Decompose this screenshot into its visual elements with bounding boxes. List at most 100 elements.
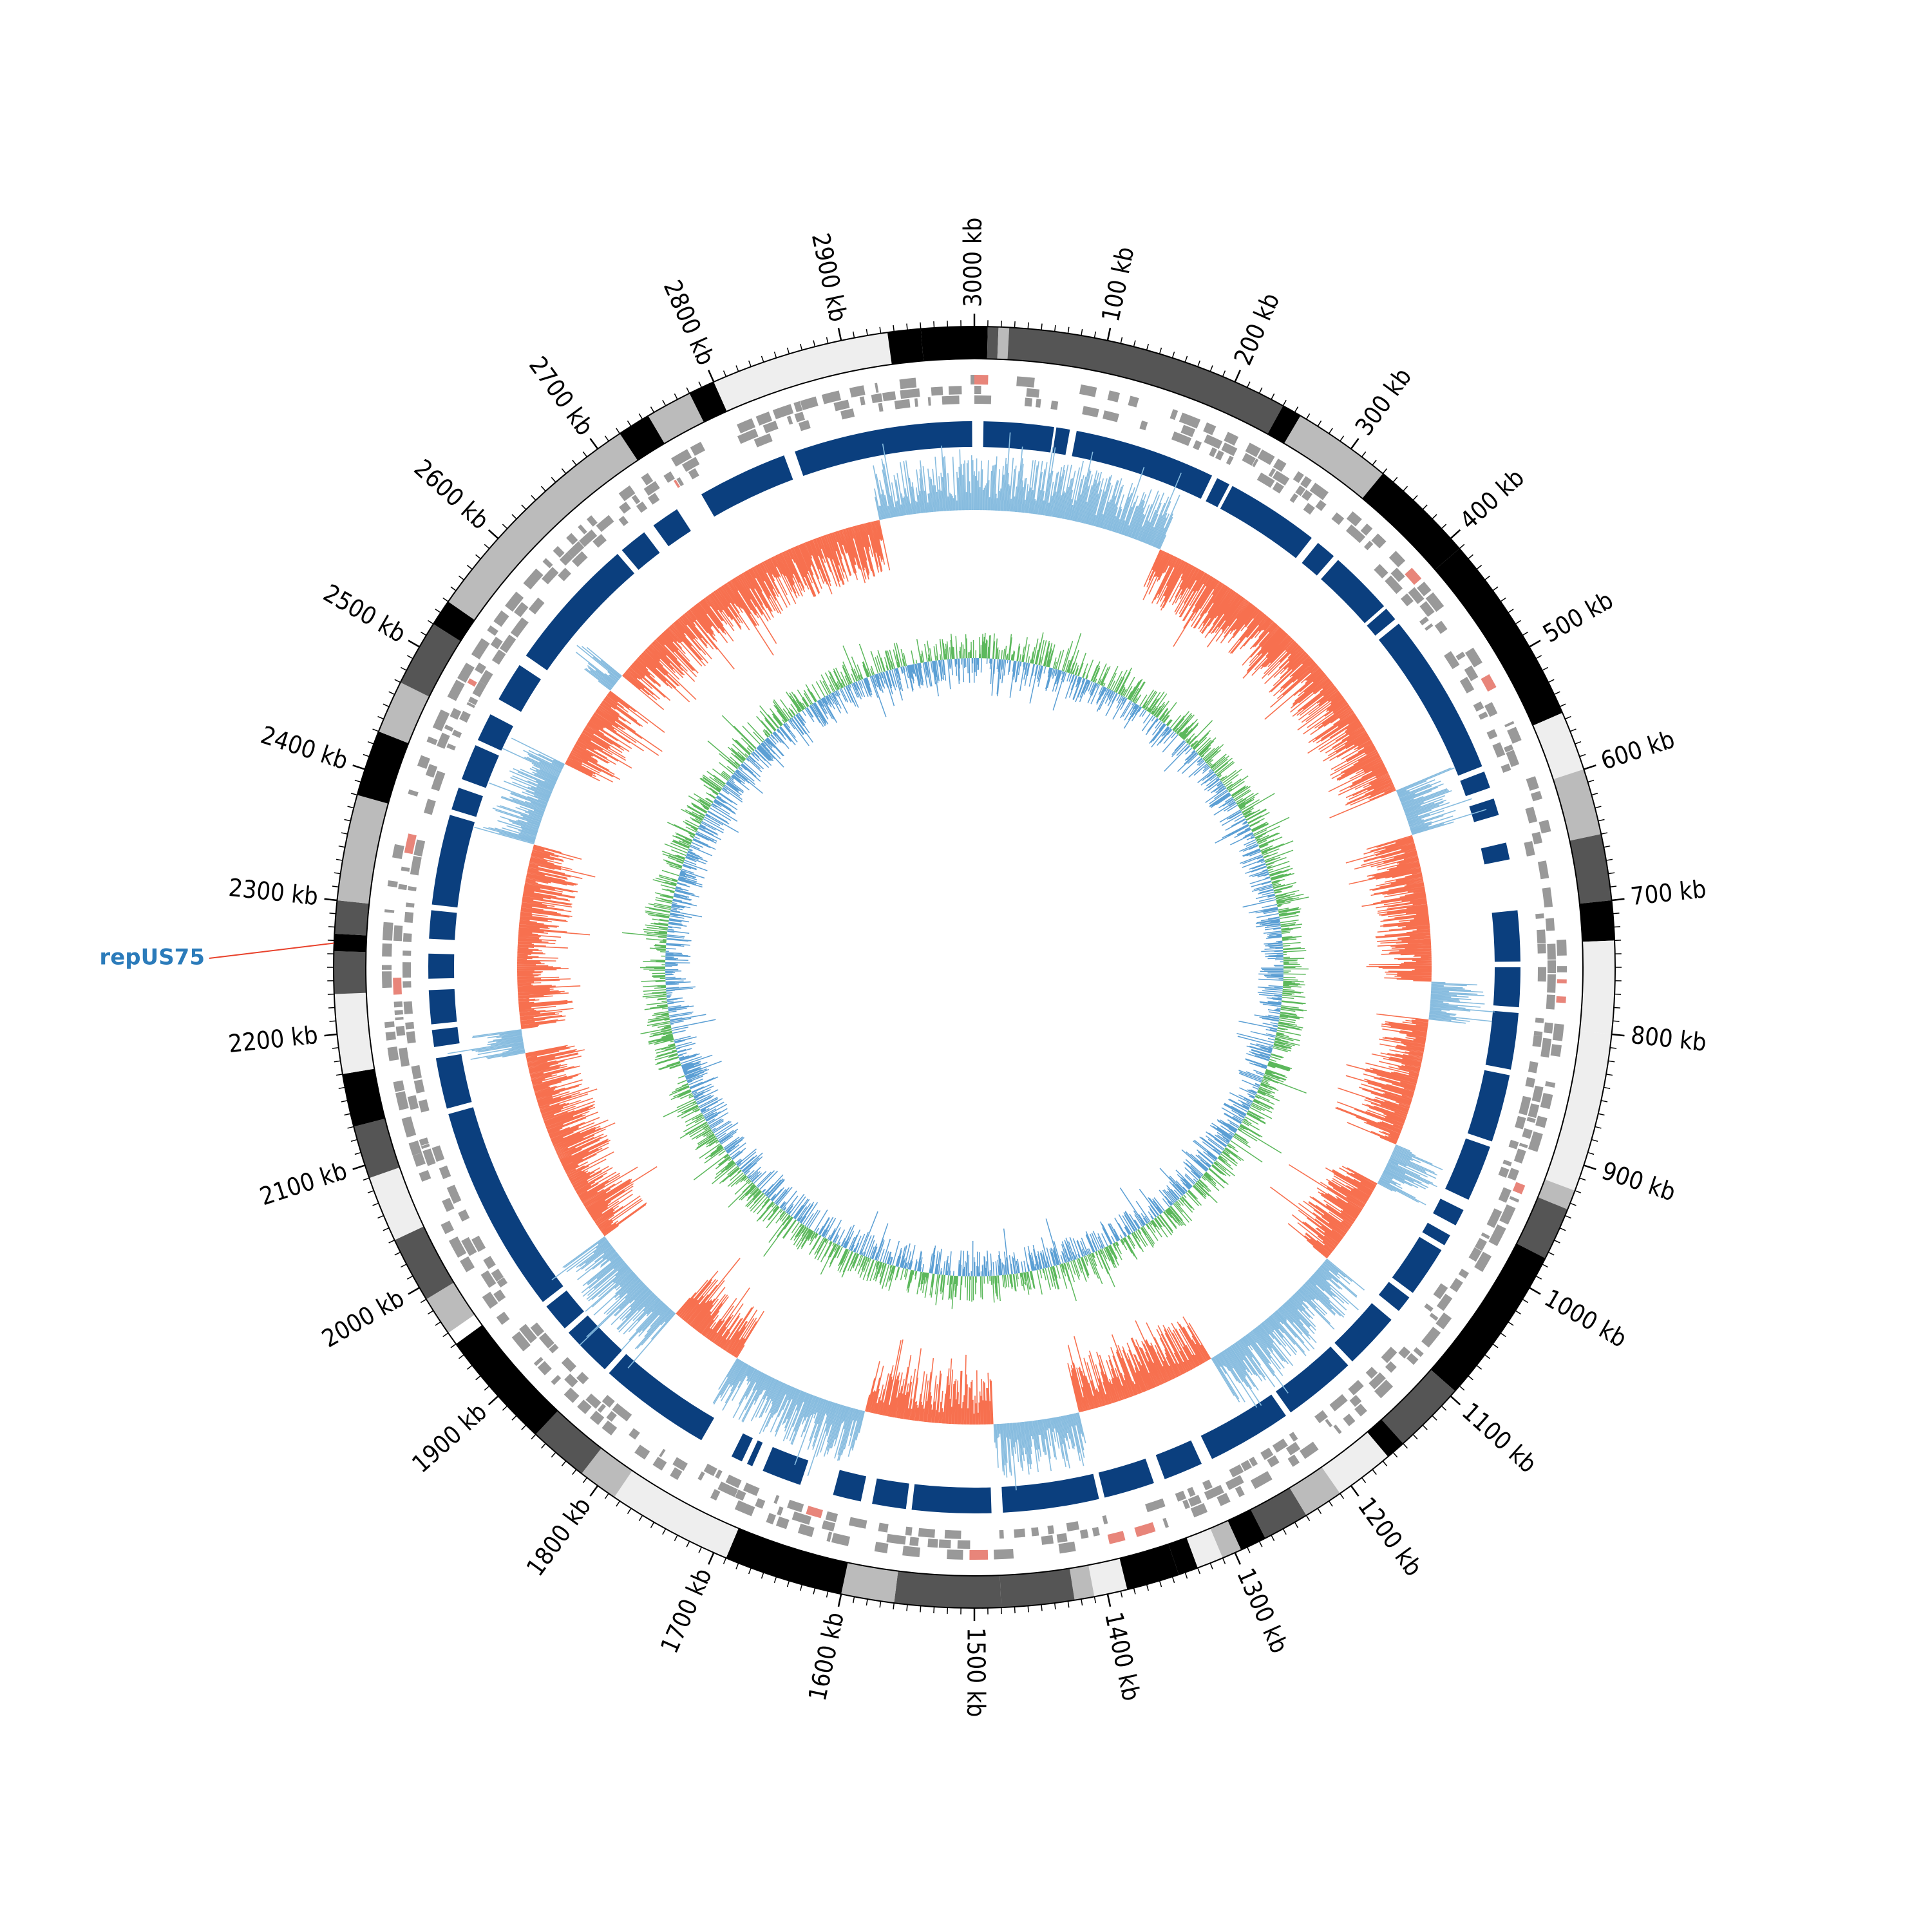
- minor-tick: [773, 351, 777, 358]
- contig-segment: [342, 1068, 385, 1127]
- gene-feature: [715, 1469, 723, 1479]
- gene-feature: [674, 479, 681, 488]
- gene-feature: [418, 1099, 430, 1113]
- contig-segment: [1119, 1544, 1179, 1590]
- gene-feature: [596, 515, 614, 533]
- gene-feature: [404, 833, 417, 855]
- minor-tick: [627, 421, 632, 427]
- minor-tick: [1422, 1425, 1428, 1430]
- gc-content-positive: [516, 520, 1432, 1425]
- gene-feature: [1436, 1293, 1453, 1311]
- gene-feature: [1300, 1441, 1319, 1459]
- major-tick: [1106, 1593, 1112, 1607]
- gene-feature: [1203, 422, 1217, 435]
- gene-feature: [755, 1498, 766, 1509]
- gene-feature: [1295, 485, 1306, 497]
- gene-feature: [1107, 1531, 1126, 1544]
- gene-feature: [551, 1375, 562, 1385]
- gene-feature: [1507, 726, 1522, 744]
- gene-feature: [1268, 468, 1276, 477]
- minor-tick: [1014, 1606, 1016, 1614]
- gene-feature: [1525, 806, 1538, 824]
- gene-feature: [384, 909, 395, 913]
- gene-feature: [1202, 1479, 1213, 1491]
- minor-tick: [1184, 1572, 1188, 1579]
- minor-tick: [1553, 1239, 1560, 1244]
- gene-feature: [601, 1420, 618, 1435]
- minor-tick: [1361, 1477, 1367, 1483]
- gene-feature: [800, 396, 819, 411]
- minor-tick: [1222, 1557, 1226, 1564]
- tick-label: 2900 kb: [806, 231, 853, 324]
- gene-feature: [432, 709, 450, 732]
- minor-tick: [401, 667, 407, 671]
- minor-tick: [1575, 741, 1582, 744]
- gene-feature: [1204, 1484, 1224, 1501]
- contig-segment: [1168, 1537, 1198, 1575]
- gene-feature: [564, 1387, 580, 1403]
- gc-skew-positive: [621, 632, 1309, 1309]
- minor-tick: [531, 495, 536, 501]
- gene-feature: [743, 1482, 760, 1496]
- gene-feature: [1209, 447, 1217, 457]
- minor-tick: [1361, 451, 1367, 457]
- minor-tick: [761, 355, 764, 363]
- major-tick: [837, 1593, 842, 1607]
- minor-tick: [604, 435, 609, 442]
- minor-tick: [1197, 1567, 1201, 1575]
- callout-line: [209, 942, 334, 959]
- gene-feature: [1016, 376, 1035, 388]
- gene-feature: [619, 502, 631, 514]
- minor-tick: [1484, 1354, 1490, 1359]
- gene-feature: [1360, 523, 1373, 536]
- gene-feature: [549, 1343, 559, 1354]
- gene-feature: [419, 1170, 431, 1182]
- minor-tick: [786, 347, 790, 354]
- gene-feature: [882, 391, 896, 402]
- gene-feature: [1481, 1232, 1490, 1240]
- minor-tick: [1382, 468, 1388, 474]
- gene-feature: [777, 1506, 784, 1516]
- contig-segment: [1321, 1432, 1388, 1494]
- gene-feature: [601, 1395, 615, 1408]
- gene-feature: [578, 524, 587, 535]
- gene-feature: [571, 551, 588, 567]
- gene-feature: [931, 386, 943, 396]
- minor-tick: [377, 1215, 384, 1219]
- gene-feature: [1041, 1535, 1054, 1545]
- major-tick: [589, 1485, 599, 1497]
- gene-feature: [402, 951, 412, 956]
- minor-tick: [561, 1461, 567, 1466]
- minor-tick: [1605, 1074, 1613, 1076]
- gene-feature: [1550, 1044, 1562, 1057]
- minor-tick: [1598, 1113, 1605, 1116]
- synteny-block: [568, 1315, 623, 1370]
- minor-tick: [338, 845, 345, 848]
- minor-tick: [1146, 343, 1149, 350]
- gene-feature: [927, 1539, 938, 1548]
- gene-feature: [1540, 1037, 1552, 1058]
- minor-tick: [1120, 1591, 1123, 1598]
- gene-feature: [886, 1533, 906, 1545]
- synteny-block: [1467, 1070, 1510, 1142]
- minor-tick: [1340, 1493, 1345, 1499]
- gene-feature: [431, 1145, 445, 1162]
- minor-tick: [698, 381, 703, 388]
- gene-feature: [394, 1010, 404, 1016]
- synteny-block: [911, 1484, 992, 1513]
- minor-tick: [1535, 655, 1542, 659]
- tick-label: 2500 kb: [319, 579, 411, 649]
- gene-feature: [697, 1471, 705, 1481]
- minor-tick: [1041, 1604, 1043, 1611]
- gene-feature: [1031, 1527, 1039, 1537]
- minor-tick: [484, 544, 490, 549]
- gene-feature: [537, 1361, 552, 1376]
- gene-feature: [1419, 601, 1435, 617]
- gene-feature: [422, 1148, 436, 1166]
- contig-inner-border: [365, 358, 1584, 1577]
- gene-feature: [878, 402, 884, 412]
- gene-feature: [1224, 431, 1239, 446]
- minor-tick: [582, 1477, 588, 1483]
- minor-tick: [561, 468, 567, 474]
- gene-feature: [659, 1448, 666, 1457]
